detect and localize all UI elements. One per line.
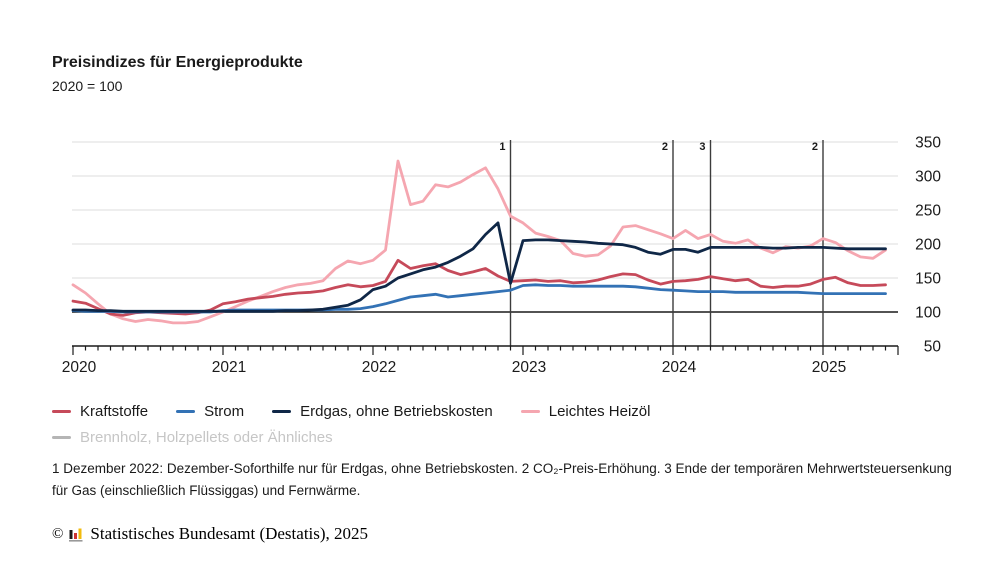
source-footer: © Statistisches Bundesamt (Destatis), 20… — [52, 524, 368, 544]
y-axis-label: 50 — [924, 339, 942, 356]
logo-bar — [74, 532, 78, 539]
legend-label: Brennholz, Holzpellets oder Ähnliches — [80, 428, 333, 446]
annotation-label: 3 — [699, 141, 705, 153]
chart-subtitle: 2020 = 100 — [52, 78, 123, 94]
legend-color-swatch — [176, 409, 196, 413]
annotation-label: 1 — [499, 141, 505, 153]
legend-label: Leichtes Heizöl — [548, 402, 651, 420]
series-line-leichtes-heiz-l — [71, 159, 887, 325]
page-title: Preisindizes für Energieprodukte — [52, 54, 303, 71]
series-line-strom — [71, 283, 887, 314]
destatis-bars-icon — [69, 528, 83, 542]
x-axis-year-label: 2021 — [212, 359, 246, 376]
legend-item-brennholz-holzpellets-oder-hnliches[interactable]: Brennholz, Holzpellets oder Ähnliches — [52, 429, 333, 446]
series-line-erdgas-ohne-betriebskosten — [71, 221, 887, 313]
chart-legend: Kraftstoffe Strom Erdgas, ohne Betriebskos… — [52, 398, 952, 450]
legend-label: Erdgas, ohne Betriebskosten — [300, 402, 493, 420]
footnote-text: 1 Dezember 2022: Dezember-Soforthilfe nu… — [52, 461, 952, 498]
annotation-label: 2 — [662, 141, 668, 153]
logo-bar — [69, 539, 83, 542]
legend-row-1: Kraftstoffe Strom Erdgas, ohne Betriebskos… — [52, 398, 952, 424]
y-axis-label: 300 — [915, 169, 941, 186]
legend-color-swatch — [272, 409, 292, 413]
legend-item-kraftstoffe[interactable]: Kraftstoffe — [52, 403, 148, 420]
legend-item-leichtes-heiz-l[interactable]: Leichtes Heizöl — [520, 402, 651, 420]
legend-item-erdgas-ohne-betriebskosten[interactable]: Erdgas, ohne Betriebskosten — [272, 403, 493, 420]
annotation-label: 2 — [812, 141, 818, 153]
line-chart: 350 300 250 200 150 100 50 1 2 3 2 2020 2021 2022 2023… — [62, 135, 942, 377]
x-axis-year-label: 2020 — [62, 359, 97, 376]
y-axis-label: 250 — [915, 203, 941, 220]
copyright-symbol: © — [52, 525, 64, 542]
x-axis-year-label: 2024 — [662, 359, 697, 376]
source-text: Statistisches Bundesamt (Destatis), 2025 — [90, 524, 369, 543]
x-axis-year-label: 2025 — [812, 359, 846, 376]
y-axis-label: 350 — [915, 135, 941, 152]
legend-color-swatch — [52, 409, 71, 413]
x-axis-year-label: 2022 — [362, 359, 396, 376]
chart-canvas: 350 300 250 200 150 100 50 1 2 3 2 2020 2021 2022 2023… — [62, 135, 942, 377]
legend-item-strom[interactable]: Strom — [176, 403, 244, 420]
y-axis-label: 200 — [915, 237, 941, 254]
legend-label: Kraftstoffe — [80, 402, 149, 420]
x-axis-year-label: 2023 — [512, 359, 546, 376]
legend-color-swatch — [520, 409, 540, 413]
y-axis-label: 100 — [915, 305, 941, 322]
logo-bar — [69, 529, 73, 539]
legend-color-swatch — [52, 435, 71, 439]
logo-bar — [78, 528, 82, 539]
legend-label: Strom — [204, 402, 245, 420]
series-line-kraftstoffe — [71, 258, 887, 317]
y-axis-label: 150 — [915, 271, 941, 288]
legend-row-2: Brennholz, Holzpellets oder Ähnliches — [52, 424, 952, 450]
